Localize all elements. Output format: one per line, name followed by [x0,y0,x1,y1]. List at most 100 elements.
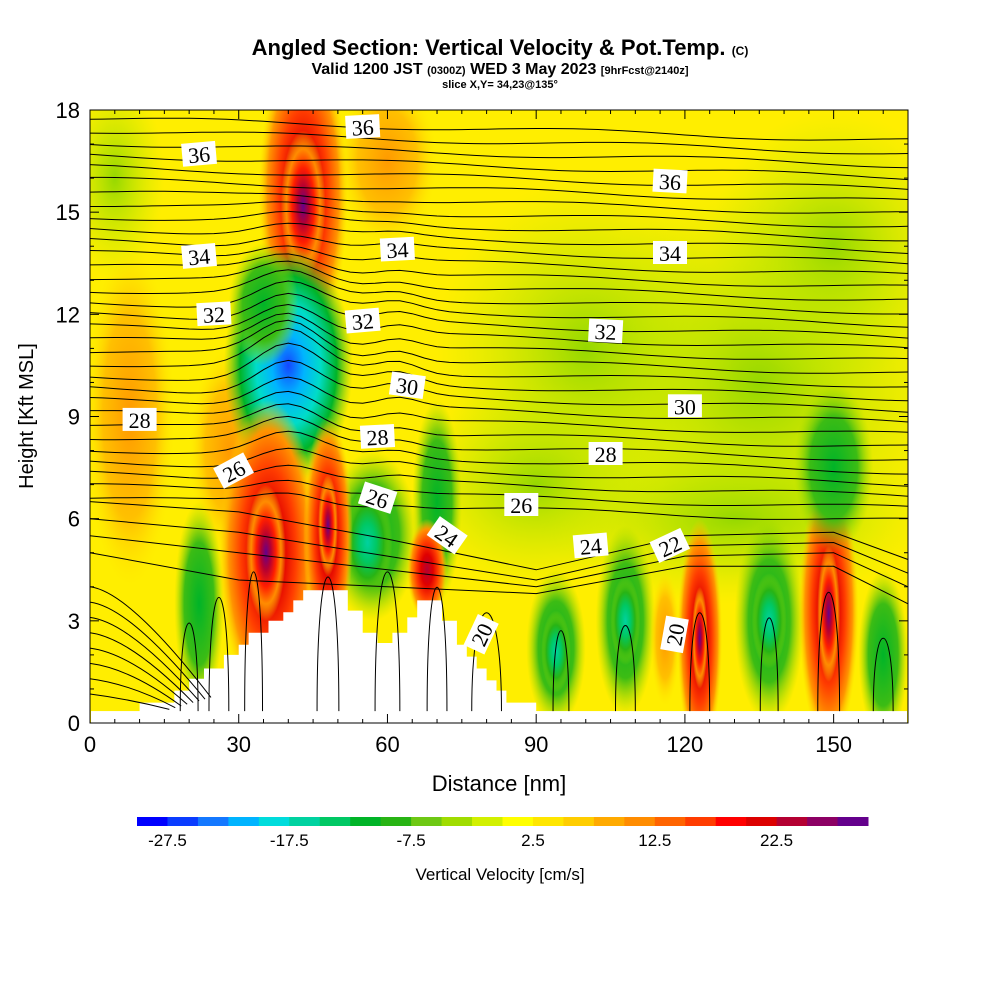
isentrope [244,571,264,712]
isentrope [89,632,194,703]
isentrope [689,612,711,712]
contour-label-text: 32 [594,319,617,345]
isentrope [759,617,779,712]
contour-label: 26 [504,493,539,518]
velocity-cell [793,382,874,553]
velocity-cell [342,488,393,597]
vertical-velocity-field [90,110,908,723]
isentrope [89,319,909,374]
contour-label: 24 [572,532,609,560]
chart-subtitle: Valid 1200 JST (0300Z) WED 3 May 2023 [9… [0,62,1000,79]
isentrope [89,647,188,705]
contour-label-text: 28 [595,442,617,467]
isentrope [872,638,894,712]
velocity-cell [610,576,641,666]
contour-label-bg [213,452,254,489]
contour-label: 36 [345,114,381,141]
contour-label: 30 [388,371,426,400]
colorbar-swatch [228,817,260,826]
contour-label: 34 [653,241,687,266]
isentrope [89,153,909,181]
title-block: Angled Section: Vertical Velocity & Pot.… [0,36,1000,92]
y-tick-label: 12 [56,302,80,327]
velocity-cell [691,586,708,689]
isentrope [89,131,909,155]
y-tick-label: 15 [56,200,80,225]
isentrope [89,210,908,242]
contour-label: 28 [588,442,623,467]
isentrope [90,390,909,433]
isentrope [89,693,170,710]
y-tick-label: 0 [68,711,80,736]
colorbar-tick-label: -7.5 [396,831,425,850]
colorbar-swatch [167,817,199,826]
colorbar-swatch [350,817,382,826]
isentrope [89,303,909,349]
isentrope [89,312,909,360]
isentrope [89,479,909,507]
y-tick-label: 9 [68,405,80,430]
colorbar-swatch [685,817,717,826]
isentrope [89,327,909,388]
contour-label-bg [667,394,702,418]
velocity-cell [337,110,438,247]
isentrope [89,234,909,265]
colorbar-tick-label: 22.5 [760,831,793,850]
isentrope [89,269,908,315]
contour-label: 30 [667,394,702,419]
forecast-info: [9hrFcst@2140z] [600,65,689,77]
contour-label: 36 [652,168,688,195]
colorbar-swatch [654,817,686,826]
contour-label-text: 36 [187,141,211,168]
isentrope [89,662,182,707]
isentrope [89,144,909,169]
contour-label-bg [652,168,688,194]
contour-label-text: 34 [659,241,681,266]
contour-label-bg [388,371,426,400]
isentrope [89,359,909,413]
contour-label-text: 32 [202,302,225,328]
potential-temperature-contours [89,117,909,712]
contour-label-text: 26 [510,493,532,518]
colorbar-swatch [807,817,839,826]
velocity-cell [858,569,908,723]
isentrope [89,164,909,190]
contour-label-text: 28 [366,424,389,450]
isentrope [89,190,908,214]
colorbar-swatch [197,817,229,826]
velocity-cell [90,110,165,281]
contour-label-bg [357,481,398,514]
contour-label-bg [196,301,232,327]
contour-label-text: 28 [129,408,151,433]
isentrope [374,571,401,712]
contour-label-bg [649,527,691,564]
y-axis-label: Height [Kft MSL] [16,343,38,489]
y-tick-label: 3 [68,609,80,634]
contour-label-bg [122,407,157,431]
isentrope [89,403,909,447]
contour-label: 28 [122,407,157,433]
isentrope [89,117,909,141]
contour-label: 36 [181,140,217,168]
chart-title-line: Angled Section: Vertical Velocity & Pot.… [0,36,1000,63]
contour-label-text: 36 [351,114,374,140]
contour-label-text: 20 [661,622,689,648]
colorbar-tick-label: 2.5 [521,831,545,850]
colorbar-swatch [624,817,656,826]
colorbar-swatch [837,817,869,826]
contour-label-bg [345,114,381,139]
colorbar-swatch [289,817,321,826]
velocity-cell [280,130,326,281]
contour-label-text: 30 [674,394,696,419]
colorbar-swatch [137,817,168,826]
isentrope [89,501,909,571]
contour-label-bg [660,615,689,654]
colorbar-swatch [441,817,473,826]
velocity-cell [709,110,908,383]
title-unit: (C) [731,44,749,58]
colorbar-tick-label: 12.5 [638,831,671,850]
isentrope [90,201,909,228]
contour-label: 32 [344,307,381,335]
